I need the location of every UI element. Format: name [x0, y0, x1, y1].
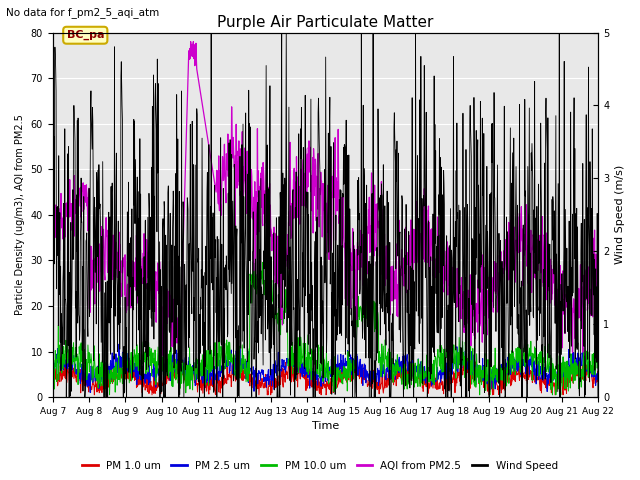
Title: Purple Air Particulate Matter: Purple Air Particulate Matter [218, 15, 434, 30]
Legend: PM 1.0 um, PM 2.5 um, PM 10.0 um, AQI from PM2.5, Wind Speed: PM 1.0 um, PM 2.5 um, PM 10.0 um, AQI fr… [78, 456, 562, 475]
Text: No data for f_pm2_5_aqi_atm: No data for f_pm2_5_aqi_atm [6, 7, 159, 18]
Y-axis label: Wind Speed (m/s): Wind Speed (m/s) [615, 165, 625, 264]
Y-axis label: Particle Density (ug/m3), AQI from PM2.5: Particle Density (ug/m3), AQI from PM2.5 [15, 114, 25, 315]
X-axis label: Time: Time [312, 421, 339, 432]
Text: BC_pa: BC_pa [67, 30, 104, 40]
